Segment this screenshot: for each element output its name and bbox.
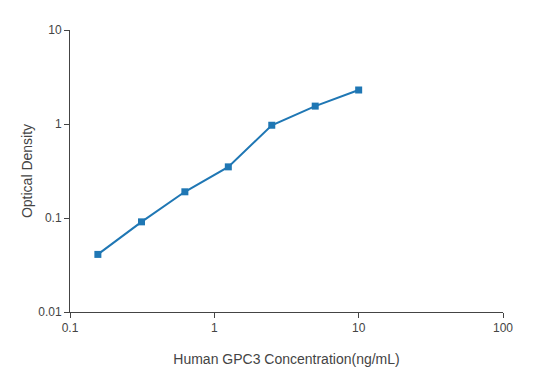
svg-text:Human GPC3 Concentration(ng/mL: Human GPC3 Concentration(ng/mL) xyxy=(173,351,399,367)
svg-text:10: 10 xyxy=(48,23,62,37)
svg-text:0.1: 0.1 xyxy=(62,321,79,335)
svg-text:0.1: 0.1 xyxy=(45,211,62,225)
svg-text:10: 10 xyxy=(352,321,366,335)
svg-text:1: 1 xyxy=(211,321,218,335)
svg-text:Optical Density: Optical Density xyxy=(19,124,35,218)
svg-text:1: 1 xyxy=(55,117,62,131)
svg-text:0.01: 0.01 xyxy=(38,305,62,319)
svg-text:100: 100 xyxy=(493,321,513,335)
